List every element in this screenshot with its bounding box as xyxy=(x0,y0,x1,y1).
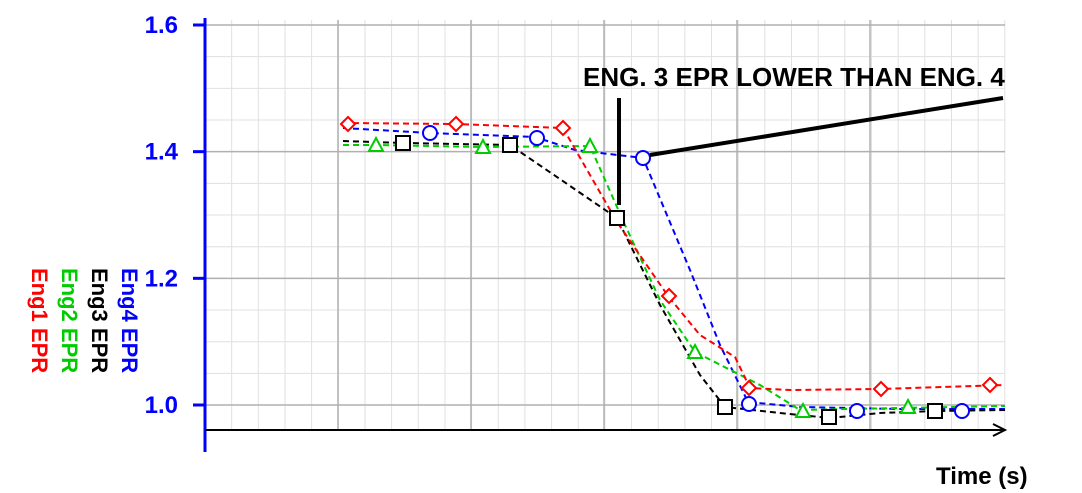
x-axis-arrow xyxy=(992,423,1008,437)
marker-eng4-epr xyxy=(954,403,970,419)
series-line-eng4-epr xyxy=(342,127,1005,410)
y-tick-label: 1.2 xyxy=(145,265,178,292)
marker-eng2-epr xyxy=(794,401,812,418)
axes xyxy=(193,18,1008,452)
annotation-text: ENG. 3 EPR LOWER THAN ENG. 4 xyxy=(583,62,1005,92)
marker-eng3-epr xyxy=(395,135,411,151)
marker-eng2-epr xyxy=(367,135,385,152)
legend-label-eng1-epr: Eng1 EPR xyxy=(27,268,52,373)
annotation-layer: ENG. 3 EPR LOWER THAN ENG. 4 xyxy=(583,62,1005,205)
marker-eng2-epr xyxy=(686,342,704,359)
y-tick-labels: 1.0 1.2 1.4 1.6 xyxy=(145,12,179,419)
marker-eng3-epr xyxy=(502,137,518,153)
marker-eng1-epr xyxy=(740,379,758,397)
marker-eng1-epr xyxy=(660,287,678,305)
y-tick-label: 1.6 xyxy=(145,12,178,39)
legend-label-eng3-epr: Eng3 EPR xyxy=(87,268,112,373)
marker-eng4-epr xyxy=(422,125,438,141)
series-line-eng2-epr xyxy=(343,144,1006,412)
marker-eng3-epr xyxy=(717,399,733,415)
marker-eng1-epr xyxy=(872,380,890,398)
marker-eng3-epr xyxy=(927,403,943,419)
marker-eng1-epr xyxy=(339,115,357,133)
marker-eng1-epr xyxy=(981,376,999,394)
legend-label-eng2-epr: Eng2 EPR xyxy=(57,268,82,373)
marker-eng1-epr xyxy=(554,119,572,137)
marker-eng2-epr xyxy=(581,136,599,153)
marker-eng4-epr xyxy=(635,150,651,166)
y-tick-label: 1.0 xyxy=(145,392,178,419)
marker-eng4-epr xyxy=(849,403,865,419)
marker-eng2-epr xyxy=(899,397,917,414)
marker-eng3-epr xyxy=(609,210,625,226)
annotation-pointer-line xyxy=(649,96,1004,157)
marker-eng2-epr xyxy=(474,137,492,154)
marker-eng4-epr xyxy=(741,396,757,412)
legend-label-eng4-epr: Eng4 EPR xyxy=(117,268,142,373)
series-line-eng3-epr xyxy=(342,140,1006,420)
marker-eng4-epr xyxy=(529,130,545,146)
y-tick-label: 1.4 xyxy=(145,139,179,166)
series-line-eng1-epr xyxy=(342,122,1006,392)
series-layer xyxy=(339,115,1006,425)
marker-eng1-epr xyxy=(447,115,465,133)
marker-eng3-epr xyxy=(821,409,837,425)
x-axis-label: Time (s) xyxy=(936,463,1028,490)
